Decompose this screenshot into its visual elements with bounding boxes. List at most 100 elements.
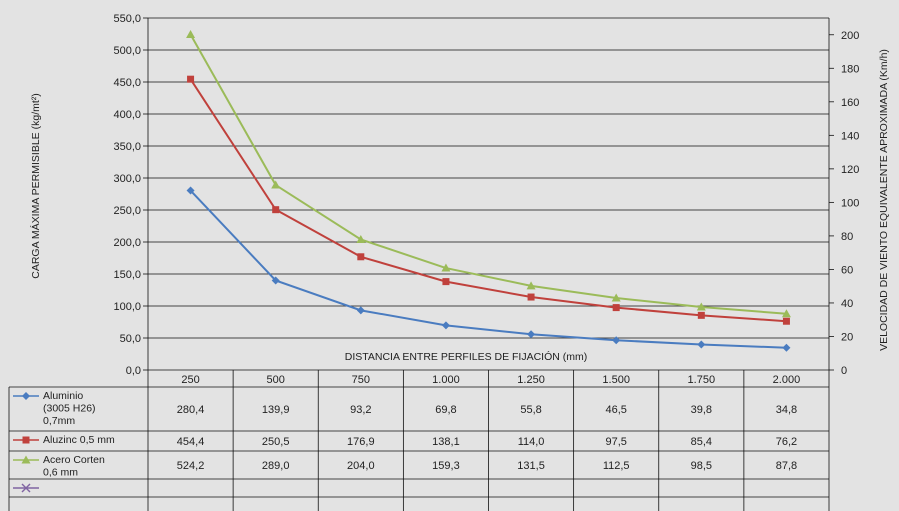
legend-label: 0,6 mm [43, 467, 78, 479]
data-point [696, 302, 706, 311]
y2-tick-label: 140 [841, 130, 859, 142]
series-2 [187, 75, 790, 325]
data-point [611, 293, 621, 302]
series-line [189, 34, 787, 315]
data-point [271, 180, 281, 189]
legend-key-2 [13, 436, 39, 444]
data-label: 93,2 [350, 404, 371, 416]
x-tick-label: 1.750 [688, 374, 716, 386]
data-point [187, 75, 195, 83]
data-label: 139,9 [262, 404, 290, 416]
data-label: 138,1 [432, 436, 460, 448]
data-point [782, 317, 790, 325]
y-tick-label: 250,0 [113, 205, 141, 217]
y-tick-label: 550,0 [113, 13, 141, 25]
data-point [782, 343, 791, 352]
data-point [442, 278, 450, 286]
data-point [527, 293, 535, 301]
y-axis-ticks: 0,0 50,0 100,0 150,0 200,0 250,0 300,0 350,0 400… [113, 13, 141, 377]
data-label: 454,4 [177, 436, 205, 448]
y2-tick-label: 200 [841, 30, 859, 42]
x-tick-label: 1.250 [517, 374, 545, 386]
data-point [357, 253, 365, 261]
data-label: 98,5 [691, 460, 712, 472]
series-line [189, 189, 787, 349]
data-label: 289,0 [262, 460, 290, 472]
data-point [612, 336, 621, 345]
legend-label: 0,7mm [43, 415, 75, 427]
y2-axis-label: VELOCIDAD DE VIENTO EQUIVALENTE APROXIMA… [878, 49, 890, 351]
data-point [697, 340, 706, 349]
y2-tick-label: 120 [841, 164, 859, 176]
data-label: 159,3 [432, 460, 460, 472]
x-tick-label: 500 [267, 374, 285, 386]
legend-marker [21, 455, 31, 464]
x-axis-label: DISTANCIA ENTRE PERFILES DE FIJACIÓN (mm… [345, 350, 588, 363]
data-label: 176,9 [347, 436, 375, 448]
data-point [356, 234, 366, 243]
data-label: 280,4 [177, 404, 205, 416]
data-point [697, 311, 705, 319]
data-label: 69,8 [435, 404, 456, 416]
legend-key-4 [13, 483, 39, 493]
data-label: 85,4 [691, 436, 712, 448]
y-tick-label: 150,0 [113, 269, 141, 281]
y2-tick-label: 180 [841, 63, 859, 75]
data-point [186, 30, 196, 39]
y2-tick-label: 0 [841, 365, 847, 377]
series-line [189, 78, 787, 323]
data-label: 131,5 [517, 460, 545, 472]
data-point [612, 304, 620, 312]
gridlines [143, 17, 830, 371]
y-axis-label: CARGA MÁXIMA PERMISIBLE (kg/mt²) [29, 93, 42, 279]
y-tick-label: 400,0 [113, 109, 141, 121]
data-point [271, 276, 280, 285]
data-point [527, 330, 536, 339]
y-tick-label: 350,0 [113, 141, 141, 153]
data-point [441, 263, 451, 272]
data-point [186, 186, 195, 195]
y-tick-label: 50,0 [120, 333, 141, 345]
data-label: 112,5 [603, 460, 630, 472]
y2-tick-label: 100 [841, 197, 859, 209]
x-tick-label: 2.000 [773, 374, 801, 386]
y-tick-label: 100,0 [113, 301, 141, 313]
data-label: 250,5 [262, 436, 290, 448]
y2-tick-label: 160 [841, 97, 859, 109]
x-tick-label: 750 [352, 374, 370, 386]
series-3 [186, 30, 791, 318]
legend-label: Acero Corten [43, 454, 105, 466]
data-label: 97,5 [605, 436, 626, 448]
x-tick-label: 1.500 [602, 374, 630, 386]
legend-label: Aluzinc 0,5 mm [43, 434, 115, 446]
data-point [356, 306, 365, 315]
data-label: 204,0 [347, 460, 375, 472]
data-point [526, 281, 536, 290]
series-lines [186, 30, 791, 352]
data-point [781, 309, 791, 318]
series-1 [186, 186, 791, 352]
data-point [272, 206, 280, 214]
y2-axis-ticks: 0 20 40 60 80 100 120 140 160 180 200 [829, 30, 859, 377]
data-label: 34,8 [776, 404, 797, 416]
legend-marker [22, 436, 30, 444]
y-tick-label: 450,0 [113, 77, 141, 89]
x-tick-label: 250 [181, 374, 199, 386]
legend-key-3 [13, 455, 39, 464]
legend-label: Aluminio [43, 390, 83, 402]
data-label: 524,2 [177, 460, 205, 472]
legend-marker [22, 392, 30, 400]
legend-label: (3005 H26) [43, 403, 96, 415]
data-label: 55,8 [520, 404, 541, 416]
y-tick-label: 200,0 [113, 237, 141, 249]
data-point [441, 321, 450, 330]
data-table: 250 500 750 1.000 1.250 1.500 1.750 2.000 Alumin… [8, 370, 830, 511]
y2-tick-label: 80 [841, 231, 853, 243]
y2-tick-label: 60 [841, 264, 853, 276]
y2-tick-label: 20 [841, 331, 853, 343]
y-tick-label: 500,0 [113, 45, 141, 57]
y-tick-label: 300,0 [113, 173, 141, 185]
x-tick-label: 1.000 [432, 374, 460, 386]
legend-key-1 [13, 392, 39, 400]
